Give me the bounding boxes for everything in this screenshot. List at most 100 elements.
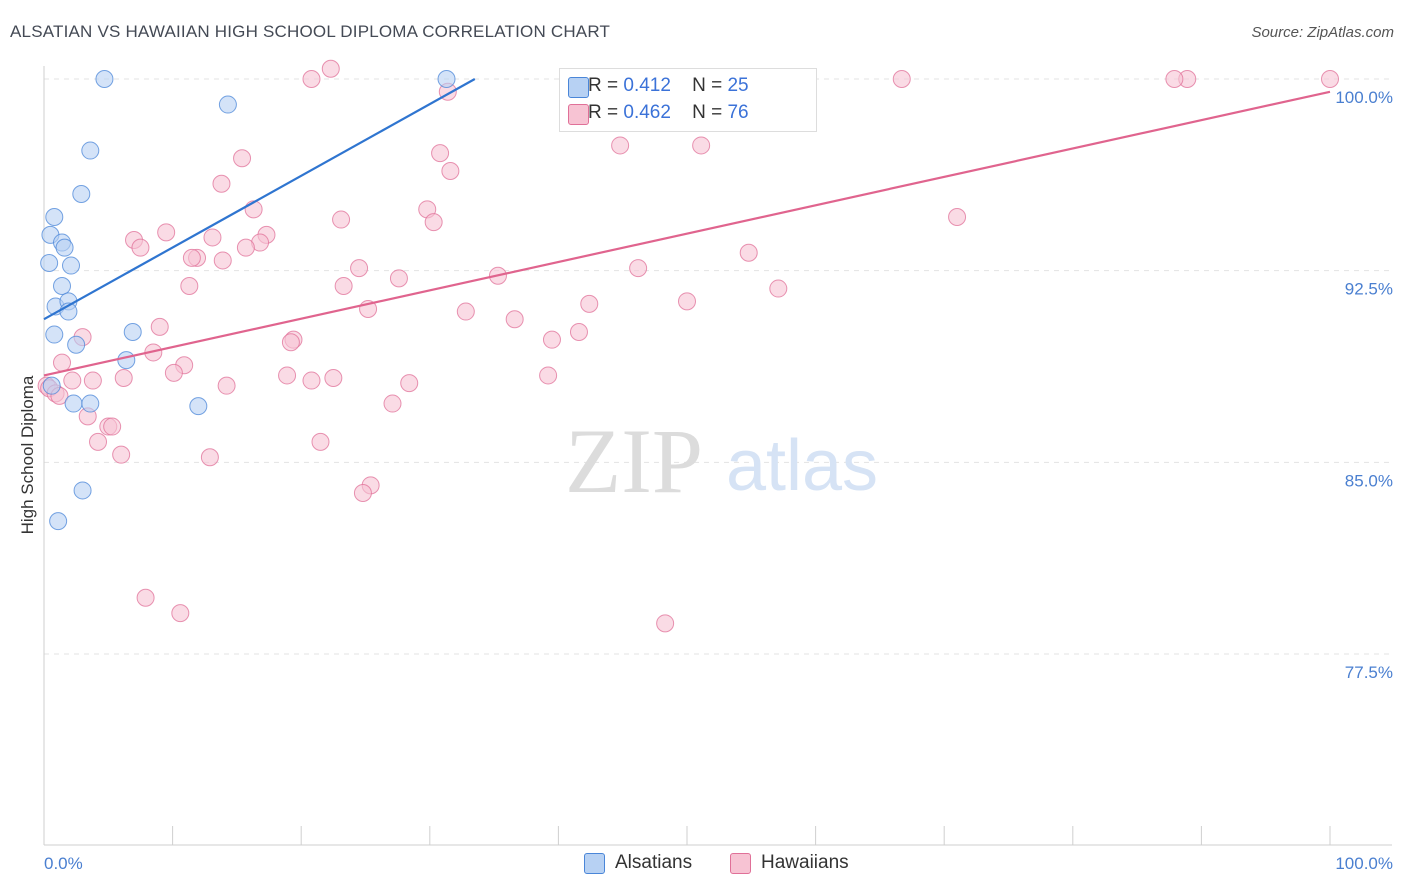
hawaiian-point: [424, 213, 443, 232]
hawaiian-point: [89, 432, 108, 451]
hawaiian-point: [217, 376, 236, 395]
hawaiian-point: [400, 374, 419, 393]
hawaiians-square-icon: [730, 852, 751, 874]
hawaiian-point: [334, 277, 353, 295]
hawaiian-point: [353, 484, 372, 502]
hawaiian-point: [136, 588, 155, 607]
hawaiian-point: [948, 208, 967, 226]
legend-row-hawaiians: R = 0.462 N = 76: [568, 100, 749, 126]
alsatians-swatch-icon: [568, 77, 589, 98]
alsatian-point: [45, 325, 64, 344]
y-tick-label: 77.5%: [1345, 663, 1393, 682]
alsatian-point: [437, 70, 456, 88]
alsatian-point: [42, 376, 61, 395]
alsatian-point: [64, 394, 83, 413]
hawaiian-point: [164, 363, 183, 382]
hawaiian-point: [542, 330, 561, 349]
tick-labels: 77.5% 85.0% 92.5% 100.0% 0.0% 100.0%: [44, 88, 1393, 873]
r-label: R =: [588, 75, 619, 96]
alsatian-point: [123, 323, 142, 341]
alsatian-point: [218, 95, 237, 114]
axes: [43, 66, 1392, 846]
chart-title: ALSATIAN VS HAWAIIAN HIGH SCHOOL DIPLOMA…: [10, 22, 611, 41]
hawaiian-point: [611, 136, 630, 155]
hawaiian-point: [302, 70, 321, 88]
watermark-zip: ZIP: [565, 410, 703, 512]
hawaiian-point: [441, 162, 460, 180]
hawaiian-point: [431, 144, 450, 163]
hawaiian-point: [769, 279, 788, 298]
n-label: N =: [692, 75, 723, 96]
hawaiian-point: [103, 417, 122, 436]
hawaiian-point: [692, 136, 711, 155]
n-value: 76: [727, 102, 749, 123]
alsatian-point: [72, 185, 91, 203]
alsatian-point: [117, 351, 136, 370]
trendlines: [43, 78, 1331, 377]
hawaiian-point: [131, 238, 150, 257]
hawaiian-point: [629, 259, 648, 278]
alsatian-point: [81, 141, 100, 160]
hawaiian-point: [569, 323, 588, 341]
hawaiian-point: [203, 228, 222, 247]
hawaiian-point: [281, 333, 300, 352]
hawaiian-point: [182, 248, 201, 267]
gridlines: [44, 78, 1392, 655]
y-tick-label: 85.0%: [1345, 471, 1393, 490]
alsatian-point: [53, 277, 72, 295]
hawaiian-point: [580, 294, 599, 313]
legend-row-alsatians: R = 0.412 N = 25: [568, 73, 749, 99]
hawaiians-swatch-icon: [568, 104, 589, 125]
hawaiian-point: [63, 371, 82, 390]
hawaiian-point: [389, 269, 408, 288]
hawaiian-point: [171, 604, 190, 623]
watermark-atlas: atlas: [726, 426, 878, 506]
alsatian-point: [40, 254, 59, 272]
alsatians-square-icon: [584, 852, 605, 874]
legend-label: Hawaiians: [761, 852, 849, 873]
hawaiian-point: [539, 366, 558, 385]
hawaiian-point: [114, 369, 133, 387]
legend-item-alsatians[interactable]: Alsatians: [584, 852, 692, 874]
x-tick-label: 100.0%: [1335, 854, 1393, 873]
hawaiian-trendline: [43, 90, 1331, 377]
hawaiian-point: [383, 394, 402, 413]
hawaiian-point: [150, 317, 169, 336]
alsatian-point: [45, 208, 64, 226]
hawaiian-point: [233, 149, 252, 168]
r-label: R =: [588, 102, 619, 123]
hawaiian-point: [324, 369, 343, 387]
hawaiian-point: [321, 59, 340, 78]
alsatian-point: [189, 397, 208, 416]
hawaiian-point: [656, 614, 675, 633]
alsatian-point: [73, 481, 92, 500]
hawaiian-point: [53, 353, 72, 372]
legend-item-hawaiians[interactable]: Hawaiians: [730, 852, 849, 874]
alsatian-trendline: [43, 78, 476, 321]
hawaiian-point: [213, 251, 232, 270]
hawaiian-point: [236, 238, 255, 257]
hawaiian-point: [180, 277, 199, 295]
data-points: [37, 59, 1339, 633]
r-value: 0.462: [623, 102, 671, 123]
r-value: 0.412: [623, 75, 671, 96]
alsatian-point: [55, 238, 74, 257]
hawaiian-point: [505, 310, 524, 329]
y-tick-label: 100.0%: [1335, 88, 1393, 107]
hawaiian-point: [739, 243, 758, 262]
hawaiian-point: [200, 448, 219, 467]
legend-label: Alsatians: [615, 852, 693, 873]
hawaiian-point: [311, 432, 330, 451]
x-tick-label: 0.0%: [44, 854, 83, 873]
alsatian-point: [95, 70, 114, 88]
hawaiian-point: [456, 302, 475, 321]
series-legend: Alsatians Hawaiians: [0, 850, 1406, 878]
hawaiian-point: [350, 259, 369, 278]
hawaiian-point: [157, 223, 176, 242]
hawaiian-point: [678, 292, 696, 311]
alsatian-point: [67, 335, 86, 354]
n-label: N =: [692, 102, 723, 123]
hawaiian-point: [83, 371, 102, 390]
alsatian-point: [49, 512, 68, 531]
